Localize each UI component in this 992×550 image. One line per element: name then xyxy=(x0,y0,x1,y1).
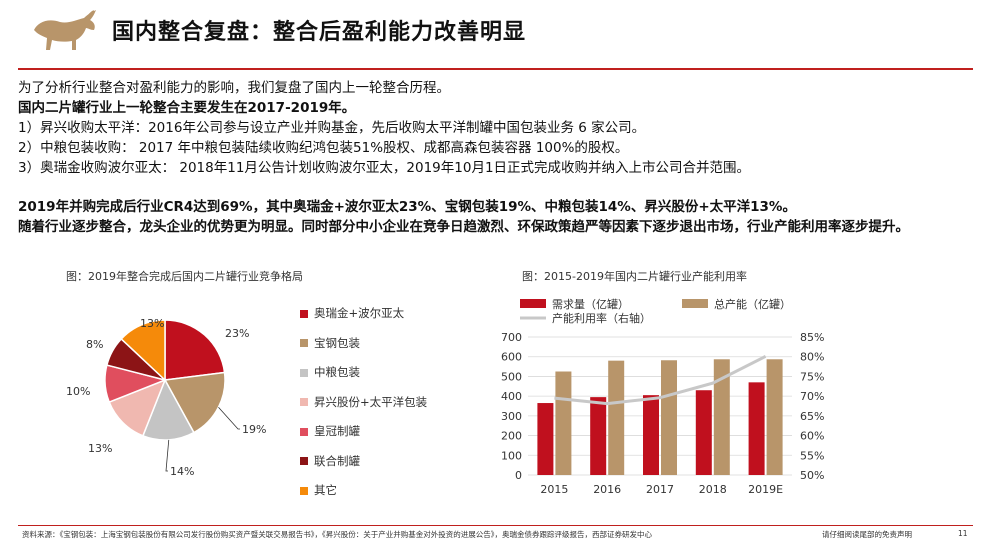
summary-line: 随着行业逐步整合，龙头企业的优势更为明显。同时部分中小企业在竞争日趋激烈、环保政… xyxy=(18,219,909,235)
pie-legend-item: 中粮包装 xyxy=(300,364,360,380)
legend-label: 其它 xyxy=(314,483,337,497)
y-tick-label: 0 xyxy=(515,469,522,482)
legend-label: 皇冠制罐 xyxy=(314,424,360,438)
pie-value-label: 23% xyxy=(225,327,249,340)
pie-value-label: 13% xyxy=(88,442,112,455)
footer-divider xyxy=(18,525,973,526)
header: 国内整合复盘：整合后盈利能力改善明显 xyxy=(0,0,992,72)
bar xyxy=(555,371,572,475)
pie-chart: 23% 19% 14% 13% 10% 8% 13% xyxy=(66,317,266,478)
pie-legend-item: 昇兴股份+太平洋包装 xyxy=(300,394,427,410)
header-divider xyxy=(18,68,973,70)
pie-slice xyxy=(163,371,226,434)
y2-tick-label: 60% xyxy=(800,430,824,443)
bar xyxy=(537,403,554,475)
intro-heading: 国内二片罐行业上一轮整合主要发生在2017-2019年。 xyxy=(18,100,356,116)
intro-line: 为了分析行业整合对盈利能力的影响，我们复盘了国内上一轮整合历程。 xyxy=(18,80,450,96)
x-tick-label: 2017 xyxy=(646,483,674,496)
y-tick-label: 300 xyxy=(501,410,522,423)
y-tick-label: 400 xyxy=(501,390,522,403)
legend-swatch xyxy=(300,339,308,347)
y-tick-label: 500 xyxy=(501,370,522,383)
pie-legend-item: 奥瑞金+波尔亚太 xyxy=(300,305,404,321)
legend-swatch xyxy=(682,299,708,308)
legend-label: 总产能（亿罐） xyxy=(714,297,791,311)
pie-legend-item: 其它 xyxy=(300,482,337,498)
pie-leader-line xyxy=(165,439,170,472)
legend-swatch xyxy=(520,299,546,308)
pie-slice xyxy=(141,378,195,441)
bar xyxy=(661,360,677,475)
legend-label: 宝钢包装 xyxy=(314,335,360,350)
y-tick-label: 600 xyxy=(501,351,522,364)
legend-label: 昇兴股份+太平洋包装 xyxy=(314,394,428,409)
legend-label: 产能利用率（右轴） xyxy=(552,311,651,325)
pie-leader-line xyxy=(218,406,240,430)
bar-chart: 0 100 200 300 400 500 600 700 50% 55% 60% 65% 70% 75%… xyxy=(501,297,824,496)
bull-logo-icon xyxy=(34,10,96,50)
pie-value-label: 10% xyxy=(66,385,90,398)
y-tick-label: 700 xyxy=(501,331,522,344)
page-title: 国内整合复盘：整合后盈利能力改善明显 xyxy=(112,20,527,45)
x-tick-label: 2019E xyxy=(748,483,783,496)
y2-tick-label: 55% xyxy=(800,449,824,462)
pie-legend-item: 宝钢包装 xyxy=(300,335,360,351)
x-tick-label: 2016 xyxy=(593,483,621,496)
bar xyxy=(766,359,783,475)
intro-item: 3）奥瑞金收购波尔亚太： 2018年11月公告计划收购波尔亚太，2019年10月… xyxy=(18,160,751,176)
pie-value-label: 14% xyxy=(170,465,194,478)
summary-line: 2019年并购完成后行业CR4达到69%，其中奥瑞金+波尔亚太23%、宝钢包装1… xyxy=(18,199,796,215)
legend-swatch xyxy=(300,309,308,318)
y2-tick-label: 70% xyxy=(800,390,824,403)
bar xyxy=(713,359,730,475)
legend-label: 奥瑞金+波尔亚太 xyxy=(314,306,405,320)
summary: 2019年并购完成后行业CR4达到69%，其中奥瑞金+波尔亚太23%、宝钢包装1… xyxy=(18,197,973,237)
pie-slice xyxy=(164,319,226,381)
pie-value-label: 19% xyxy=(242,423,266,436)
line-series xyxy=(554,354,767,406)
bar xyxy=(590,397,607,475)
legend-swatch xyxy=(300,398,308,406)
intro-item: 1）昇兴收购太平洋：2016年公司参与设立产业并购基金，先后收购太平洋制罐中国包… xyxy=(18,120,646,136)
legend-swatch xyxy=(300,486,308,495)
pie-legend-item: 皇冠制罐 xyxy=(300,423,360,439)
page-number: 11 xyxy=(958,529,968,538)
intro-item: 2）中粮包装收购： 2017 年中粮包装陆续收购纪鸿包装51%股权、成都高森包装… xyxy=(18,140,629,156)
legend-swatch xyxy=(300,368,308,377)
bar xyxy=(748,382,765,475)
x-tick-label: 2018 xyxy=(699,483,727,496)
legend-swatch xyxy=(300,427,308,436)
pie-value-label: 8% xyxy=(86,338,103,351)
pie-slice xyxy=(120,319,166,382)
x-tick-label: 2015 xyxy=(540,483,568,496)
y2-tick-label: 50% xyxy=(800,469,824,482)
pie-value-label: 13% xyxy=(140,317,164,330)
footer-disclaimer: 请仔细阅读尾部的免责声明 xyxy=(822,530,912,539)
legend-label: 中粮包装 xyxy=(314,365,360,379)
y-tick-label: 100 xyxy=(501,449,522,462)
y2-tick-label: 85% xyxy=(800,331,824,344)
bar xyxy=(643,395,659,475)
legend-label: 需求量（亿罐） xyxy=(552,298,629,311)
y2-tick-label: 65% xyxy=(800,410,824,423)
legend-swatch xyxy=(300,457,308,465)
pie-legend-item: 联合制罐 xyxy=(300,453,360,469)
y2-tick-label: 80% xyxy=(800,351,824,364)
pie-chart-caption: 图：2019年整合完成后国内二片罐行业竞争格局 xyxy=(66,270,303,283)
y2-tick-label: 75% xyxy=(800,370,824,383)
bar-chart-caption: 图：2015-2019年国内二片罐行业产能利用率 xyxy=(522,270,747,283)
footer-source: 资料来源：《宝钢包装：上海宝钢包装股份有限公司发行股份购买资产暨关联交易报告书》… xyxy=(22,530,652,539)
legend-label: 联合制罐 xyxy=(314,453,360,468)
bar xyxy=(608,360,625,475)
y-tick-label: 200 xyxy=(501,430,522,443)
bar xyxy=(695,390,712,475)
